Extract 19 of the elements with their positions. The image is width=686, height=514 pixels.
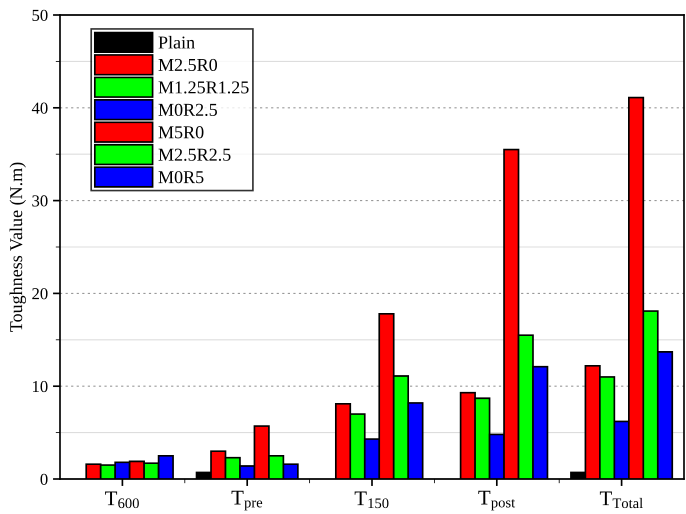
legend-label: M2.5R2.5 bbox=[158, 148, 231, 161]
legend-label: M2.5R0 bbox=[158, 58, 218, 72]
legend-label: Plain bbox=[158, 36, 195, 49]
x-tick-label: T$_{150}$ bbox=[354, 492, 389, 508]
legend-label: M0R5 bbox=[158, 171, 204, 184]
y-tick-label: 0 bbox=[40, 474, 48, 485]
y-tick-label: 20 bbox=[32, 288, 48, 300]
y-tick-label: 40 bbox=[32, 102, 48, 114]
y-tick-label: 30 bbox=[32, 195, 48, 207]
legend-label: M1.25R1.25 bbox=[158, 81, 249, 94]
x-tick-label: T$_{pre}$ bbox=[232, 490, 262, 510]
legend-label: M0R2.5 bbox=[158, 104, 217, 116]
x-tick-label: T$_{Total}$ bbox=[600, 492, 643, 508]
y-tick-label: 10 bbox=[32, 380, 48, 392]
y-axis-title: Toughness Value (N.m) bbox=[10, 162, 26, 332]
x-tick-label: T$_{600}$ bbox=[105, 492, 139, 508]
y-tick-label: 50 bbox=[32, 10, 48, 21]
legend-label: M5R0 bbox=[158, 126, 204, 138]
x-tick-label: T$_{post}$ bbox=[478, 490, 516, 510]
